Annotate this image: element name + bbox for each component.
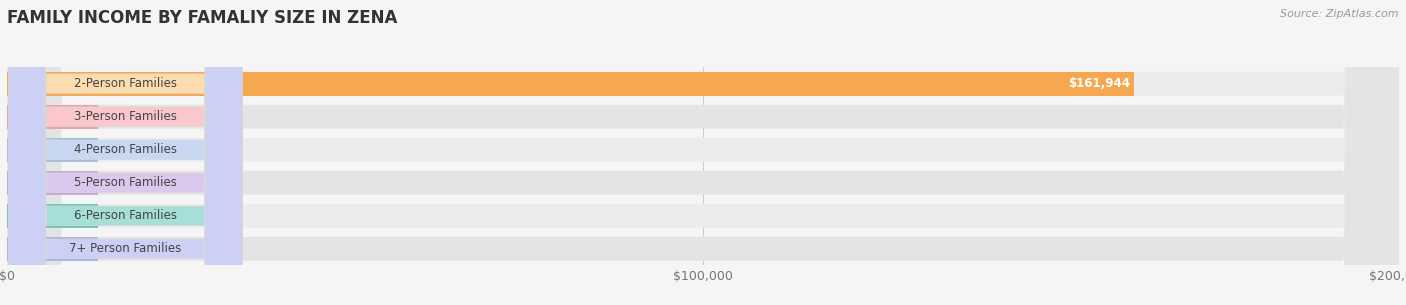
FancyBboxPatch shape bbox=[8, 0, 242, 305]
FancyBboxPatch shape bbox=[7, 0, 1399, 305]
Bar bbox=[7, 171, 97, 195]
Text: Source: ZipAtlas.com: Source: ZipAtlas.com bbox=[1281, 9, 1399, 19]
FancyBboxPatch shape bbox=[8, 0, 242, 305]
FancyBboxPatch shape bbox=[8, 0, 242, 305]
Text: 6-Person Families: 6-Person Families bbox=[75, 209, 177, 222]
Text: $0: $0 bbox=[105, 242, 121, 255]
FancyBboxPatch shape bbox=[8, 0, 242, 305]
FancyBboxPatch shape bbox=[7, 0, 1399, 305]
Text: $0: $0 bbox=[105, 209, 121, 222]
Text: 4-Person Families: 4-Person Families bbox=[75, 143, 177, 156]
FancyBboxPatch shape bbox=[7, 0, 1399, 305]
FancyBboxPatch shape bbox=[8, 0, 242, 305]
Bar bbox=[7, 204, 97, 228]
Text: $0: $0 bbox=[105, 143, 121, 156]
Bar bbox=[7, 237, 97, 261]
Text: $161,944: $161,944 bbox=[1069, 77, 1130, 90]
Text: 5-Person Families: 5-Person Families bbox=[75, 176, 177, 189]
Text: $0: $0 bbox=[105, 176, 121, 189]
FancyBboxPatch shape bbox=[7, 0, 1399, 305]
Bar bbox=[7, 72, 1135, 95]
Text: 2-Person Families: 2-Person Families bbox=[75, 77, 177, 90]
FancyBboxPatch shape bbox=[7, 0, 1399, 305]
Text: FAMILY INCOME BY FAMALIY SIZE IN ZENA: FAMILY INCOME BY FAMALIY SIZE IN ZENA bbox=[7, 9, 398, 27]
Text: $0: $0 bbox=[105, 110, 121, 123]
FancyBboxPatch shape bbox=[8, 0, 242, 305]
Text: 3-Person Families: 3-Person Families bbox=[75, 110, 177, 123]
Text: 7+ Person Families: 7+ Person Families bbox=[69, 242, 181, 255]
Bar bbox=[7, 138, 97, 162]
Bar bbox=[7, 105, 97, 129]
FancyBboxPatch shape bbox=[7, 0, 1399, 305]
